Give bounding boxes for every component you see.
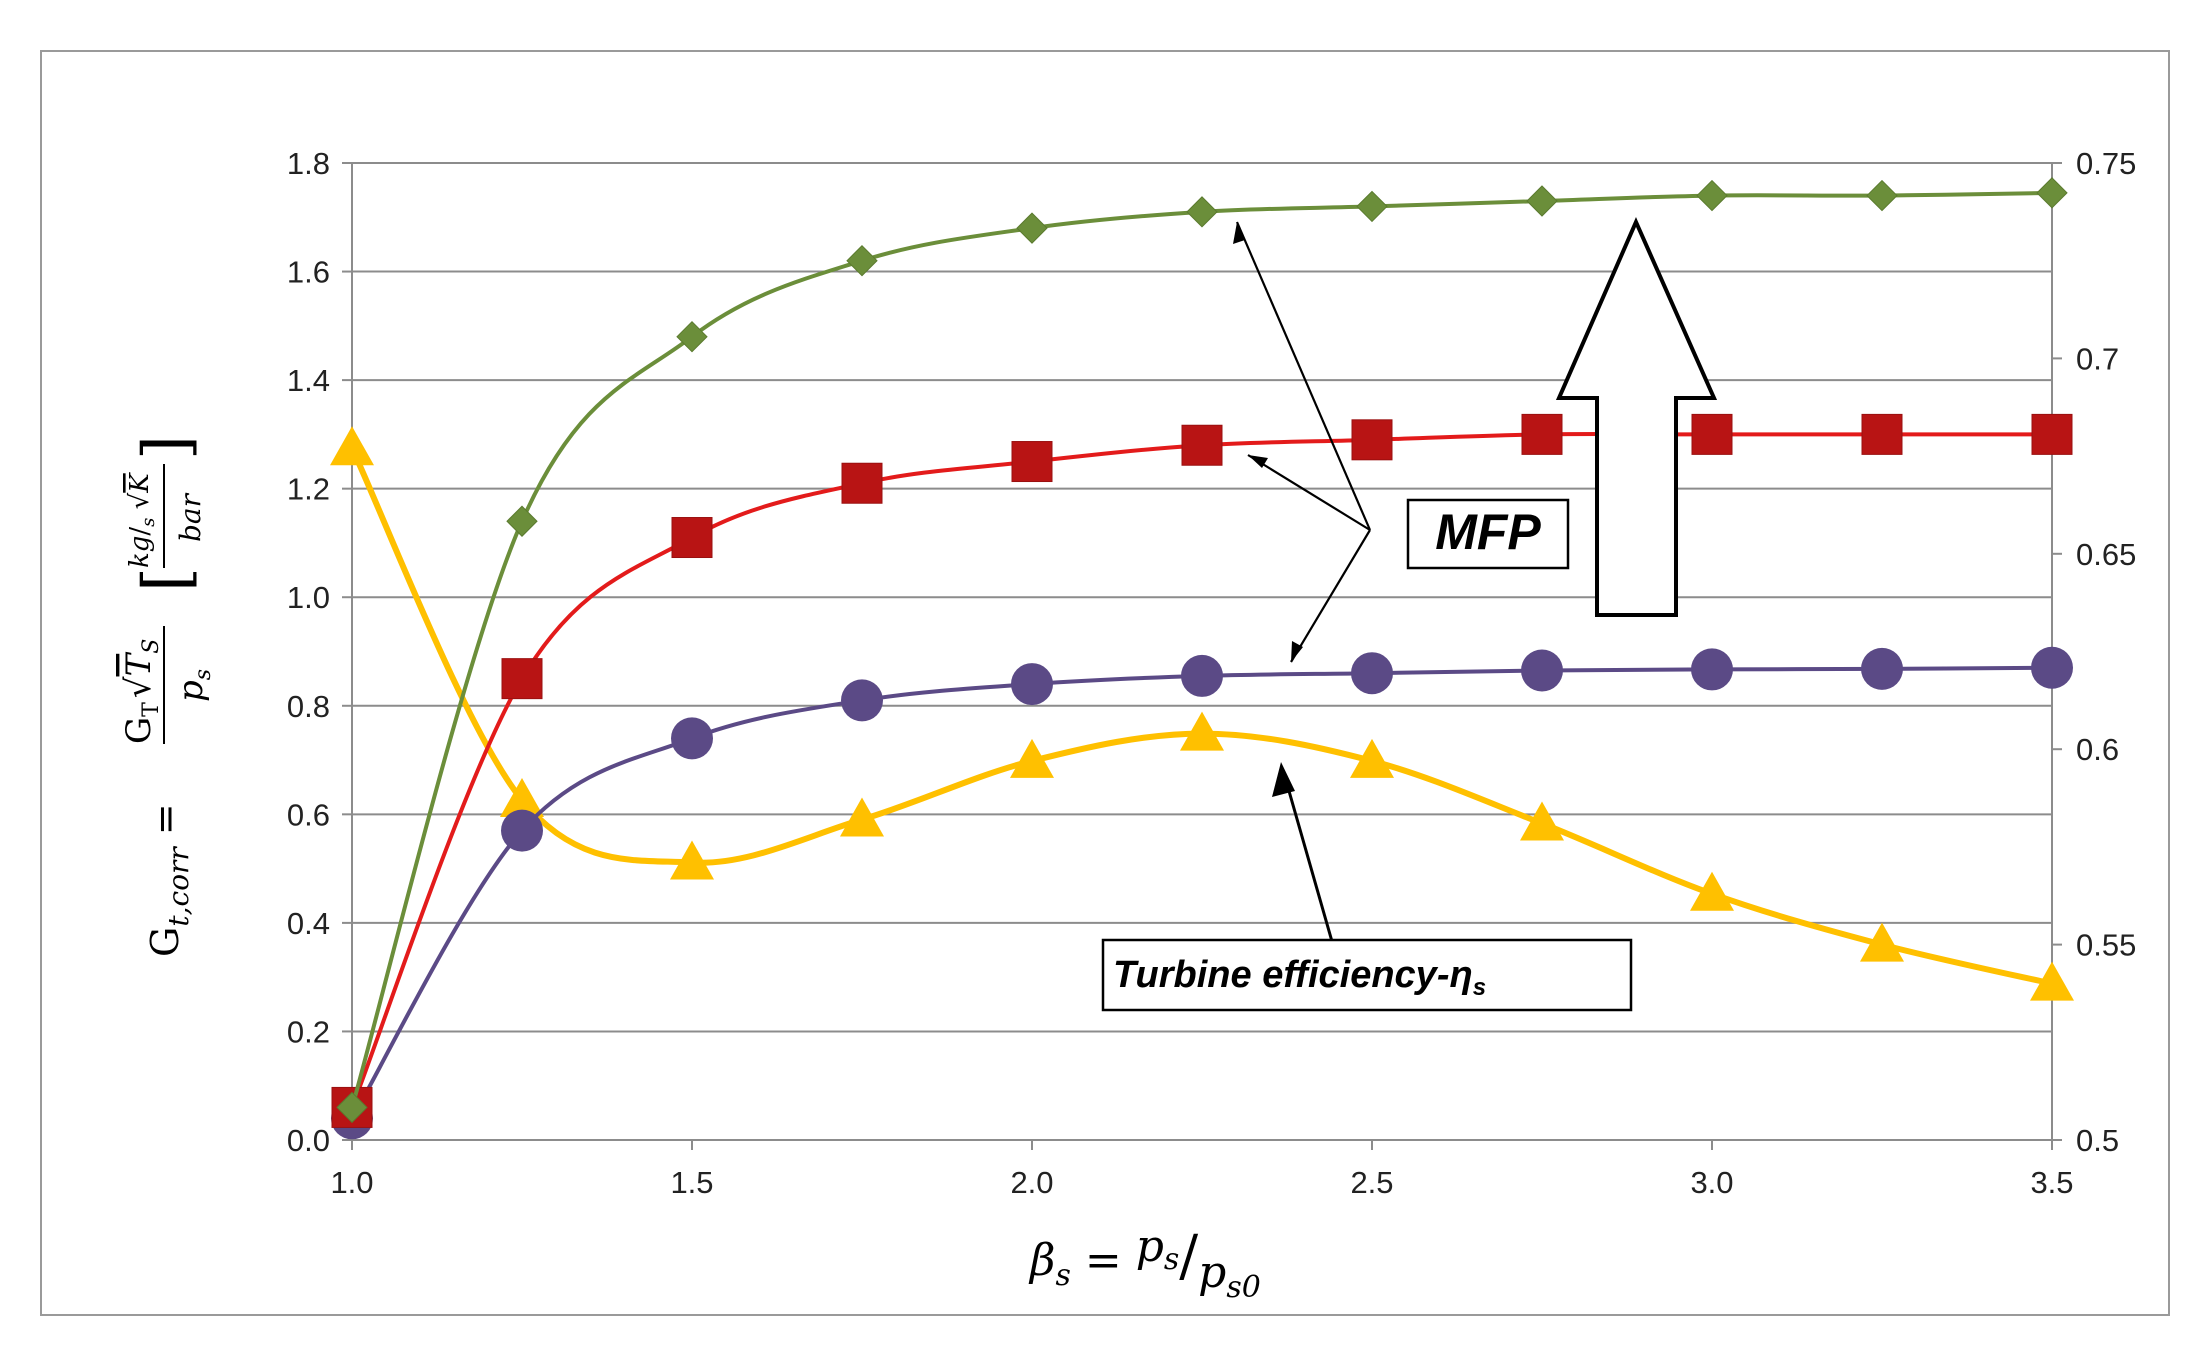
arrowhead-purple bbox=[1291, 641, 1303, 662]
marker-triangle bbox=[1350, 738, 1394, 778]
marker-square bbox=[1861, 413, 1903, 455]
series-line bbox=[350, 665, 2053, 1120]
ylabel-bracket-close: ] bbox=[130, 435, 204, 460]
marker-square bbox=[1011, 441, 1053, 483]
arrow-mfp-purple bbox=[1290, 529, 1371, 663]
marker-diamond bbox=[2036, 177, 2068, 209]
marker-triangle bbox=[2030, 961, 2074, 1001]
marker-triangle bbox=[1860, 922, 1904, 962]
marker-triangle bbox=[840, 797, 884, 837]
marker-diamond bbox=[506, 505, 538, 537]
arrow-mfp-green bbox=[1235, 221, 1372, 531]
marker-diamond bbox=[676, 320, 708, 353]
x-axis-label: βs = ps/ps0 bbox=[1028, 1221, 1261, 1305]
y2-tick-label: 0.65 bbox=[2076, 537, 2136, 572]
y2-tick-label: 0.6 bbox=[2076, 732, 2119, 767]
marker-circle bbox=[1181, 654, 1223, 697]
marker-circle bbox=[501, 809, 543, 852]
marker-triangle bbox=[500, 778, 544, 818]
marker-square bbox=[1521, 413, 1563, 455]
y-tick-label: 0.0 bbox=[287, 1123, 330, 1158]
ylabel-unit-denominator: bar bbox=[174, 492, 207, 542]
y2-tick-label: 0.55 bbox=[2076, 928, 2136, 963]
marker-circle bbox=[2031, 646, 2073, 689]
marker-triangle bbox=[1520, 801, 1564, 841]
series-line bbox=[350, 431, 2052, 1109]
y-tick-label: 1.4 bbox=[287, 363, 330, 398]
marker-triangle bbox=[1010, 738, 1054, 778]
x-tick-label: 1.5 bbox=[670, 1165, 713, 1200]
marker-square bbox=[841, 462, 883, 504]
arrow-efficiency bbox=[1281, 769, 1335, 946]
marker-circle bbox=[1351, 652, 1393, 695]
efficiency-label: Turbine efficiency-ηs bbox=[1101, 938, 1633, 1012]
marker-circle bbox=[841, 679, 883, 722]
marker-square bbox=[501, 658, 543, 700]
ylabel-bracket-open: [ bbox=[130, 567, 204, 592]
y-tick-label: 0.6 bbox=[287, 797, 330, 832]
series-line bbox=[350, 190, 2053, 1108]
x-tick-label: 2.0 bbox=[1010, 1165, 1053, 1200]
y-axis-label: Gt,corr = GT√TS ps [ kg/s √K bar ] bbox=[119, 435, 216, 957]
marker-circle bbox=[1691, 648, 1733, 691]
series-line bbox=[349, 446, 2053, 987]
marker-square bbox=[1351, 419, 1393, 461]
marker-circle bbox=[671, 717, 713, 760]
ylabel-denominator: ps bbox=[171, 669, 216, 702]
ylabel-unit-numerator: kg/s √K bbox=[125, 472, 159, 568]
mfp-label-text: MFP bbox=[1435, 504, 1541, 560]
series-diamond bbox=[336, 177, 2068, 1124]
arrowheads bbox=[1233, 222, 1303, 797]
marker-diamond bbox=[1016, 212, 1048, 244]
y-tick-label: 0.4 bbox=[287, 906, 330, 941]
y2-tick-label: 0.7 bbox=[2076, 341, 2119, 376]
marker-triangle bbox=[1690, 871, 1734, 911]
series-triangle bbox=[330, 426, 2074, 1001]
ylabel-lhs: Gt,corr = bbox=[143, 803, 195, 957]
arrow-mfp-red bbox=[1247, 454, 1371, 531]
y-tick-label: 0.8 bbox=[287, 689, 330, 724]
marker-diamond bbox=[1526, 185, 1558, 217]
y-tick-label: 1.6 bbox=[287, 255, 330, 290]
marker-diamond bbox=[1866, 179, 1898, 212]
y-tick-label: 1.0 bbox=[287, 580, 330, 615]
marker-triangle bbox=[1180, 711, 1224, 751]
marker-square bbox=[1691, 413, 1733, 455]
x-tick-label: 2.5 bbox=[1350, 1165, 1393, 1200]
arrowhead-efficiency bbox=[1272, 762, 1295, 797]
y-tick-label: 1.8 bbox=[287, 146, 330, 181]
efficiency-label-text: Turbine efficiency-ηs bbox=[1113, 954, 1486, 1001]
marker-circle bbox=[1521, 649, 1563, 692]
chart-frame bbox=[40, 50, 2170, 1316]
marker-diamond bbox=[846, 244, 878, 277]
marker-square bbox=[671, 517, 713, 559]
y-tick-label: 1.2 bbox=[287, 472, 330, 507]
marker-circle bbox=[1011, 663, 1053, 706]
y2-tick-label: 0.75 bbox=[2076, 146, 2136, 181]
arrowhead-red bbox=[1248, 455, 1268, 468]
y-tick-label: 0.2 bbox=[287, 1014, 330, 1049]
marker-square bbox=[1181, 424, 1223, 466]
mfp-label: MFP bbox=[1406, 498, 1570, 570]
marker-triangle bbox=[330, 426, 374, 466]
x-tick-label: 3.5 bbox=[2030, 1165, 2073, 1200]
series-square bbox=[331, 413, 2073, 1128]
marker-diamond bbox=[1186, 196, 1218, 228]
marker-square bbox=[2031, 413, 2073, 455]
arrowhead-green bbox=[1233, 222, 1245, 244]
marker-diamond bbox=[1696, 179, 1728, 212]
annotation-arrows bbox=[1235, 221, 1372, 946]
x-tick-label: 1.0 bbox=[330, 1165, 373, 1200]
ylabel-numerator: GT√TS bbox=[119, 639, 164, 744]
tick-labels: 0.0 0.2 0.4 0.6 0.8 1.0 1.2 1.4 1.6 1.8 0.5 0.55 0.6… bbox=[287, 146, 2136, 1200]
y2-tick-label: 0.5 bbox=[2076, 1123, 2119, 1158]
big-up-arrow bbox=[1555, 217, 1718, 617]
marker-circle bbox=[1861, 647, 1903, 690]
marker-triangle bbox=[670, 840, 714, 880]
marker-diamond bbox=[336, 1091, 368, 1124]
x-tick-label: 3.0 bbox=[1690, 1165, 1733, 1200]
series-group bbox=[330, 177, 2074, 1140]
marker-diamond bbox=[1356, 190, 1388, 223]
